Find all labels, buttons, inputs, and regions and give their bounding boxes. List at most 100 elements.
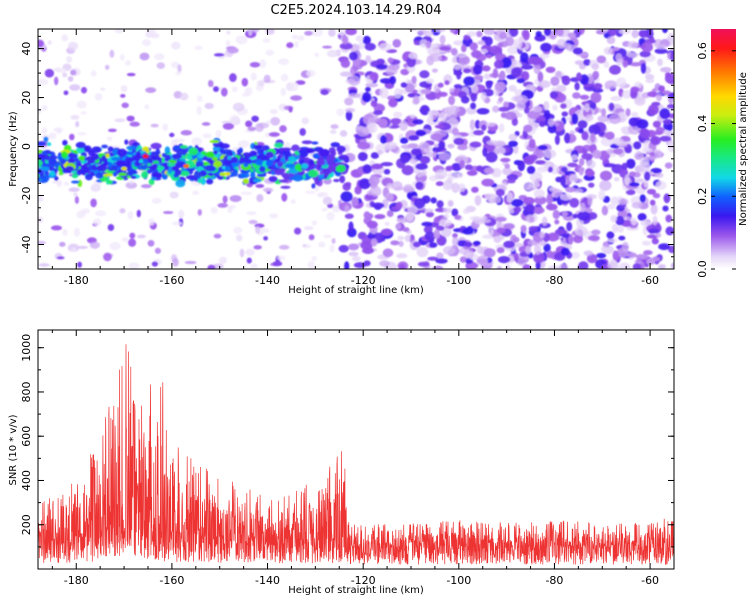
spectrogram-cell (323, 169, 330, 177)
spectrogram-cell (67, 41, 79, 51)
spectrogram-cell (638, 29, 646, 37)
spectrogram-cell (401, 165, 414, 176)
spectrogram-cell (303, 226, 314, 231)
spectrogram-cell (578, 158, 585, 166)
spectrogram-cell (38, 177, 41, 182)
spectrogram-cell (71, 180, 80, 184)
spectrogram-cell (278, 244, 290, 250)
colorbar-tick-label: 0.4 (696, 115, 709, 133)
spectrogram-cell (107, 223, 115, 232)
spectrogram-cell (69, 133, 75, 141)
spectrogram-cell (403, 186, 416, 193)
spectrogram-cell (474, 119, 481, 129)
spectrogram-cell (646, 188, 657, 195)
spectrogram-cell (225, 40, 231, 47)
spectrogram-cell (348, 221, 354, 232)
spectrogram-cell (222, 195, 228, 204)
spectrogram-cell (382, 248, 394, 258)
spectrogram-cell (670, 262, 674, 269)
spectrogram-cell (482, 65, 491, 72)
spectrogram-cell (351, 196, 359, 207)
spectrogram-cell (71, 170, 78, 174)
spectrogram-cell (299, 128, 306, 136)
spectrogram-cell (40, 166, 50, 171)
spectrogram-cell (186, 166, 196, 172)
spectrogram-cell (125, 151, 135, 155)
spectrogram-cell (404, 83, 415, 93)
spectrogram-cell (596, 252, 607, 259)
spectrogram-cell (59, 241, 66, 247)
spectrogram-cell (150, 142, 162, 150)
spectrogram-cell (207, 264, 216, 269)
spectrogram-cell (650, 167, 662, 174)
spectrogram-cell (425, 211, 435, 218)
spectrogram-cell (482, 147, 488, 157)
spectrogram-cell (520, 224, 527, 233)
spectrogram-cell (50, 225, 63, 231)
spectrogram-cell (643, 179, 649, 188)
spectrogram-cell (480, 92, 487, 101)
spectrogram-cell (508, 84, 517, 92)
spectrogram-cell (639, 194, 646, 203)
spectrogram-cell (229, 195, 242, 203)
spectrogram-cell (213, 53, 225, 57)
spectrogram-cell (248, 29, 253, 36)
spectrogram-cell (399, 137, 409, 144)
spectrogram-cell (413, 40, 420, 46)
spectrogram-cells (38, 29, 674, 269)
spectrogram-cell (419, 39, 428, 48)
spectrogram-cell (601, 108, 607, 117)
snr-x-label: Height of straight line (km) (288, 585, 424, 596)
spectrogram-cell (209, 80, 214, 88)
spectrogram-cell (170, 61, 180, 69)
spectrogram-cell (268, 132, 280, 137)
spectrogram-cell (281, 147, 292, 152)
spectrogram-cell (239, 248, 245, 258)
spectrogram-cell (389, 75, 397, 85)
spectrogram-cell (587, 235, 600, 242)
spectrogram-cell (70, 69, 77, 76)
spectrogram-cell (496, 247, 505, 254)
spectrogram-cell (203, 161, 208, 166)
spectrogram-cell (543, 100, 550, 111)
spectrogram-cell (38, 263, 50, 267)
spectrogram-cell (590, 132, 596, 143)
spectrogram-cell (259, 165, 266, 173)
spectrogram-cell (319, 148, 330, 157)
spectrogram-cell (68, 187, 80, 193)
spectrogram-cell (249, 61, 261, 68)
spectrogram-cell (348, 251, 359, 257)
spectrogram-cell (245, 248, 255, 256)
spectrogram-cell (577, 119, 588, 129)
spectrogram-cell (476, 165, 484, 172)
spectrogram-cell (471, 186, 479, 193)
snr-frame (37, 329, 675, 570)
spectrogram-cell (538, 80, 551, 89)
spectrogram-cell (464, 164, 473, 171)
spectrogram-cell (483, 248, 496, 258)
spectrogram-cell (235, 35, 248, 45)
spectrogram-cell (231, 86, 238, 92)
spectrogram-cell (77, 179, 83, 188)
spectrogram-cell (380, 135, 387, 144)
spectrogram-cell (476, 108, 490, 115)
spectrogram-cell (67, 157, 75, 165)
spectrogram-cell (603, 163, 617, 168)
spectrogram-cell (649, 199, 656, 206)
spectrogram-cell (459, 256, 467, 263)
spectrogram-cell (306, 149, 313, 154)
spectrogram-cell (610, 196, 620, 206)
spectrogram-x-label: Height of straight line (km) (288, 285, 424, 296)
spectrogram-cell (341, 35, 349, 45)
spectrogram-cell (591, 229, 601, 236)
spectrogram-cell (104, 64, 110, 70)
spectrogram-cell (38, 39, 45, 48)
spectrogram-cell (180, 130, 193, 136)
spectrogram-cell (119, 208, 126, 214)
snr-x-tick-label: -80 (545, 574, 563, 587)
spectrogram-cell (291, 34, 298, 40)
spectrogram-cell (241, 152, 252, 159)
spectrogram-y-ticks: -40 -20 0 20 40 (20, 35, 674, 270)
spectrogram-cell (175, 179, 186, 188)
spectrogram-cell (663, 130, 671, 135)
